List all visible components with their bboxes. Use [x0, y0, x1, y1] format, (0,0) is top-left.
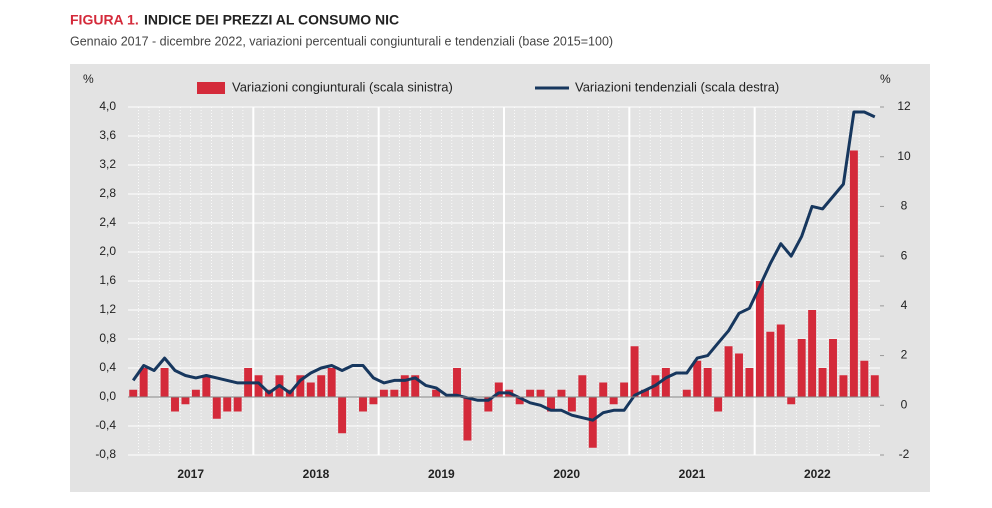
bar — [254, 375, 263, 397]
bar — [379, 389, 388, 397]
chart-title: INDICE DEI PREZZI AL CONSUMO NIC — [144, 12, 399, 28]
figure-label: FIGURA 1. — [70, 12, 139, 28]
y-tick-label: 3,2 — [99, 157, 116, 171]
y2-tick-label: 8 — [901, 199, 908, 213]
bar — [390, 389, 399, 397]
y2-tick-label: 12 — [897, 99, 911, 113]
y-unit: % — [83, 72, 94, 86]
bar — [808, 310, 817, 397]
y-tick-label: 2,0 — [99, 244, 116, 258]
chart-subtitle: Gennaio 2017 - dicembre 2022, variazioni… — [70, 34, 613, 48]
bar — [400, 375, 409, 397]
y2-tick-label: 4 — [901, 298, 908, 312]
bar — [171, 397, 179, 412]
bar — [515, 397, 524, 405]
bar — [191, 389, 200, 397]
bar — [359, 397, 367, 412]
bar — [829, 339, 837, 397]
y-tick-label: -0,8 — [95, 447, 116, 461]
bar — [630, 346, 639, 397]
bar — [860, 360, 869, 397]
legend-label: Variazioni tendenziali (scala destra) — [575, 79, 779, 94]
bar — [526, 389, 535, 397]
bar — [129, 389, 138, 397]
bar — [641, 389, 649, 397]
bar — [849, 150, 858, 397]
bar — [296, 375, 305, 397]
bar — [724, 346, 733, 397]
y2-tick-label: 10 — [897, 149, 911, 163]
bar — [536, 389, 545, 397]
y-tick-label: 2,4 — [99, 215, 116, 229]
bar — [755, 281, 764, 397]
y-tick-label: 3,6 — [99, 128, 116, 142]
y-tick-label: 0,8 — [99, 331, 116, 345]
bar — [453, 368, 461, 397]
y-tick-label: 2,8 — [99, 186, 116, 200]
bar — [661, 368, 670, 397]
bar — [588, 397, 597, 448]
x-tick-label: 2018 — [303, 467, 330, 481]
bar — [797, 339, 806, 397]
bar — [682, 389, 691, 397]
line — [131, 110, 876, 422]
bar — [870, 375, 879, 397]
y-tick-label: 0,4 — [99, 360, 116, 374]
bar — [411, 375, 420, 397]
bar — [839, 375, 848, 397]
x-tick-label: 2020 — [553, 467, 580, 481]
y-tick-label: 1,6 — [99, 273, 116, 287]
bar — [463, 397, 472, 441]
panel — [70, 64, 930, 492]
x-tick-label: 2021 — [679, 467, 706, 481]
bar — [609, 397, 618, 405]
bar — [714, 397, 723, 412]
y-tick-label: 4,0 — [99, 99, 116, 113]
bar — [547, 397, 555, 412]
y2-tick-label: 6 — [901, 248, 908, 262]
y-tick-label: 1,2 — [99, 302, 116, 316]
y-tick-label: 0,0 — [99, 389, 116, 403]
bar — [223, 397, 232, 412]
bar — [818, 368, 827, 397]
bar — [766, 331, 775, 397]
bar — [338, 397, 347, 434]
bar — [787, 397, 796, 405]
bar — [693, 360, 702, 397]
y2-tick-label: -2 — [899, 447, 910, 461]
legend-label: Variazioni congiunturali (scala sinistra… — [232, 79, 453, 94]
x-tick-label: 2019 — [428, 467, 455, 481]
bar — [599, 382, 608, 397]
bar — [578, 375, 587, 397]
x-tick-label: 2022 — [804, 467, 831, 481]
bar — [212, 397, 221, 419]
bar — [620, 382, 629, 397]
bar — [567, 397, 576, 412]
bar — [327, 368, 336, 397]
bar — [233, 397, 242, 412]
bar — [745, 368, 754, 397]
bar — [776, 324, 785, 397]
legend-swatch — [197, 82, 225, 94]
y2-tick-label: 0 — [901, 397, 908, 411]
bar — [735, 353, 743, 397]
bar — [703, 368, 712, 397]
bar — [139, 368, 148, 397]
bar — [494, 382, 503, 397]
bar — [484, 397, 493, 412]
x-tick-label: 2017 — [177, 467, 204, 481]
bar — [369, 397, 378, 405]
bar — [306, 382, 315, 397]
bar — [317, 375, 326, 397]
bar — [557, 389, 566, 397]
y2-tick-label: 2 — [901, 348, 908, 362]
y2-unit: % — [880, 72, 891, 86]
bar — [160, 368, 169, 397]
bar — [432, 389, 441, 397]
bar — [181, 397, 190, 405]
y-tick-label: -0,4 — [95, 418, 116, 432]
bar — [202, 375, 211, 397]
